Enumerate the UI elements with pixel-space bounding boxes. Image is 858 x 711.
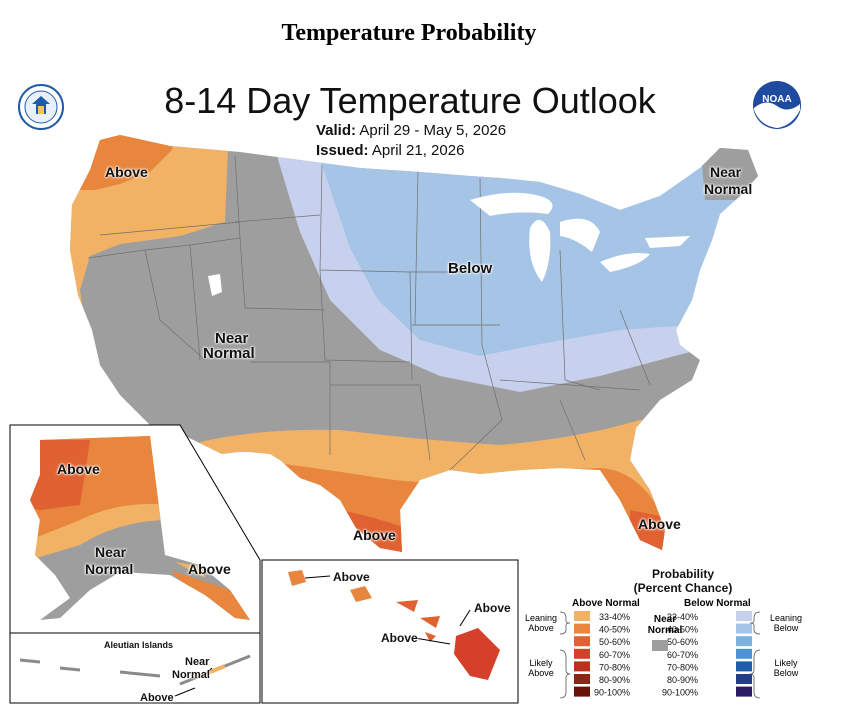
legend-below-bin-label-1: 40-50% — [667, 625, 698, 635]
legend-leaning-above: Leaning Above — [524, 613, 558, 633]
label-below: Below — [448, 260, 493, 277]
noaa-text: NOAA — [762, 94, 791, 105]
noaa-logo-icon: NOAA — [753, 81, 801, 129]
legend-above-bin-label-3: 60-70% — [599, 650, 630, 660]
legend-below-bin-label-2: 50-60% — [667, 637, 698, 647]
page-title: Temperature Probability — [281, 20, 537, 46]
legend-above-bin-label-1: 40-50% — [599, 625, 630, 635]
label-aleutian-above: Above — [140, 692, 174, 704]
valid-label: Valid: — [316, 122, 357, 139]
legend-below-heading: Below Normal — [684, 598, 751, 609]
legend-above-swatch-4 — [574, 661, 590, 672]
legend-above-heading: Above Normal — [572, 598, 640, 609]
legend-likely-above: Likely Above — [528, 658, 554, 678]
legend-below-swatch-1 — [736, 623, 752, 634]
great-lakes — [470, 192, 553, 216]
legend-below-bin-label-3: 60-70% — [667, 650, 698, 660]
legend-above-bin-label-6: 90-100% — [594, 688, 630, 698]
legend-above-swatch-5 — [574, 674, 590, 684]
legend-below-swatch-3 — [736, 648, 752, 659]
state-borders — [87, 155, 651, 471]
valid-value: April 29 - May 5, 2026 — [359, 122, 507, 139]
map-title: 8-14 Day Temperature Outlook — [164, 80, 656, 121]
issued-line: Issued: April 21, 2026 — [316, 142, 464, 159]
legend-above-swatch-1 — [574, 623, 590, 634]
issued-label: Issued: — [316, 142, 369, 159]
legend-above-bin-label-4: 70-80% — [599, 662, 630, 672]
legend-brace-2 — [749, 611, 761, 635]
legend-below-bin-label-6: 90-100% — [662, 688, 698, 698]
legend-below-bin-label-5: 80-90% — [667, 675, 698, 685]
label-hawaii-above-1: Above — [333, 570, 370, 584]
region-maine-near — [700, 140, 758, 200]
label-alaska-above: Above — [57, 461, 100, 477]
legend-above-swatch-6 — [574, 686, 590, 697]
label-hawaii-above-2: Above — [474, 601, 511, 615]
legend-brace-3 — [749, 649, 761, 699]
label-west-normal: Normal — [203, 345, 255, 362]
label-maine-near: Near — [710, 164, 742, 180]
legend-above-swatch-2 — [574, 636, 590, 647]
legend-title-line2: (Percent Chance) — [633, 581, 733, 595]
legend-below-bin-label-4: 70-80% — [667, 662, 698, 672]
label-aleutian-normal: Normal — [172, 669, 210, 681]
legend-near-swatch — [652, 640, 668, 651]
legend-above-bin-label-5: 80-90% — [599, 675, 630, 685]
legend-above-swatch-0 — [574, 611, 590, 621]
label-aleutian-near: Near — [185, 656, 210, 668]
legend-swatches: 33-40% 40-50% 50-60% 60-70% 70-80% 80-90% 90-1… — [559, 611, 761, 699]
legend-title-line1: Probability — [651, 567, 714, 581]
label-alaska-normal: Normal — [85, 561, 134, 577]
valid-line: Valid: April 29 - May 5, 2026 — [316, 122, 506, 139]
label-west-above: Above — [105, 164, 148, 180]
legend-title: Probability (Percent Chance) — [628, 567, 738, 595]
legend-below-swatch-0 — [736, 611, 752, 621]
legend-near-line1: Near — [653, 614, 677, 625]
legend-near-line2: Normal — [647, 625, 683, 636]
label-alaska-near: Near — [95, 544, 127, 560]
legend-above-swatch-3 — [574, 648, 590, 659]
legend-likely-below: Likely Below — [773, 658, 799, 678]
legend-below-bin-label-0: 33-40% — [667, 612, 698, 622]
label-florida-above: Above — [638, 516, 681, 532]
label-alaska-panhandle-above: Above — [188, 561, 231, 577]
legend-below-swatch-6 — [736, 686, 752, 697]
legend-above-bin-label-2: 50-60% — [599, 637, 630, 647]
label-texas-above: Above — [353, 527, 396, 543]
legend-below-swatch-5 — [736, 674, 752, 684]
region-west-above-leaning — [70, 135, 230, 420]
legend-above-bin-label-0: 33-40% — [599, 612, 630, 622]
label-west-near: Near — [215, 330, 249, 347]
legend-brace-1 — [559, 649, 571, 699]
label-hawaii-above-3: Above — [381, 631, 418, 645]
legend-below-swatch-4 — [736, 661, 752, 672]
legend-leaning-below: Leaning Below — [769, 613, 803, 633]
label-maine-normal: Normal — [704, 181, 753, 197]
issued-value: April 21, 2026 — [371, 142, 465, 159]
legend-below-swatch-2 — [736, 636, 752, 647]
commerce-seal-icon — [18, 84, 64, 130]
aleutian-title: Aleutian Islands — [104, 640, 174, 650]
legend-near: Near Normal — [645, 614, 685, 636]
legend-brace-0 — [559, 611, 571, 635]
